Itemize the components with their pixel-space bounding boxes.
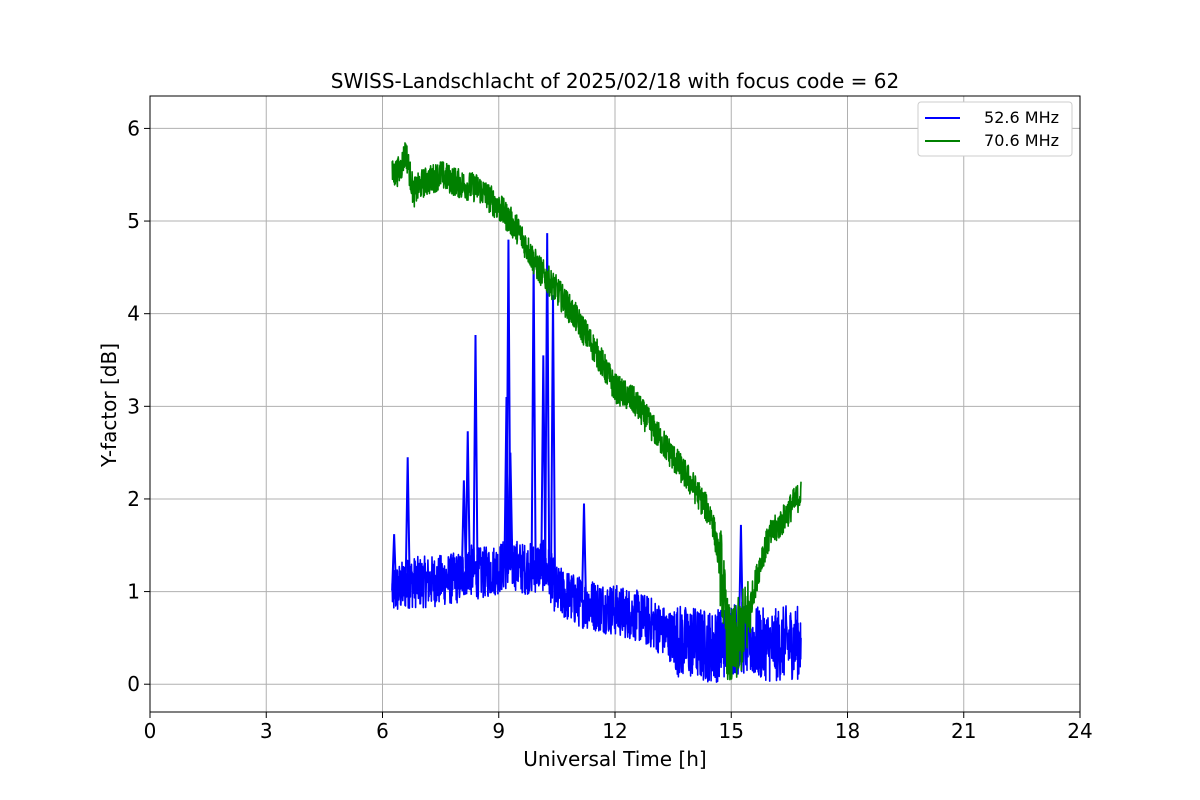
x-tick-label: 9 bbox=[492, 719, 505, 743]
y-axis-title: Y-factor [dB] bbox=[97, 343, 121, 468]
series-1 bbox=[391, 142, 802, 681]
series-spike bbox=[507, 452, 514, 564]
x-tick-label: 3 bbox=[260, 719, 273, 743]
series-spike bbox=[404, 457, 411, 584]
y-tick-label: 6 bbox=[127, 116, 140, 140]
legend-label-70-6: 70.6 MHz bbox=[984, 131, 1059, 150]
series-line bbox=[391, 538, 802, 683]
legend: 52.6 MHz 70.6 MHz bbox=[917, 101, 1073, 157]
series-spike bbox=[544, 233, 551, 571]
x-tick-label: 18 bbox=[835, 719, 860, 743]
y-tick-label: 0 bbox=[127, 672, 140, 696]
y-tick-label: 4 bbox=[127, 302, 140, 326]
y-tick-label: 3 bbox=[127, 394, 140, 418]
series-spike bbox=[581, 503, 587, 603]
series-layer bbox=[391, 142, 802, 683]
y-tick-label: 2 bbox=[127, 487, 140, 511]
y-tick-label: 1 bbox=[127, 580, 140, 604]
series-spike bbox=[464, 431, 471, 569]
x-tick-label: 6 bbox=[376, 719, 389, 743]
series-spike bbox=[391, 534, 398, 591]
x-tick-label: 21 bbox=[951, 719, 976, 743]
x-axis-ticks: 0 3 6 9 12 15 18 21 24 bbox=[144, 712, 1093, 743]
legend-label-52-6: 52.6 MHz bbox=[984, 108, 1059, 127]
series-spike bbox=[550, 295, 556, 583]
legend-box bbox=[917, 101, 1073, 157]
x-tick-label: 0 bbox=[144, 719, 157, 743]
chart-title: SWISS-Landschlacht of 2025/02/18 with fo… bbox=[331, 69, 899, 93]
y-axis-ticks: 0 1 2 3 4 5 6 bbox=[127, 116, 150, 696]
x-axis-title: Universal Time [h] bbox=[523, 747, 706, 771]
y-tick-label: 5 bbox=[127, 209, 140, 233]
x-tick-label: 12 bbox=[602, 719, 627, 743]
x-tick-label: 15 bbox=[719, 719, 744, 743]
series-0 bbox=[391, 233, 802, 683]
series-line bbox=[391, 142, 802, 681]
x-tick-label: 24 bbox=[1067, 719, 1092, 743]
series-spike bbox=[472, 334, 479, 574]
